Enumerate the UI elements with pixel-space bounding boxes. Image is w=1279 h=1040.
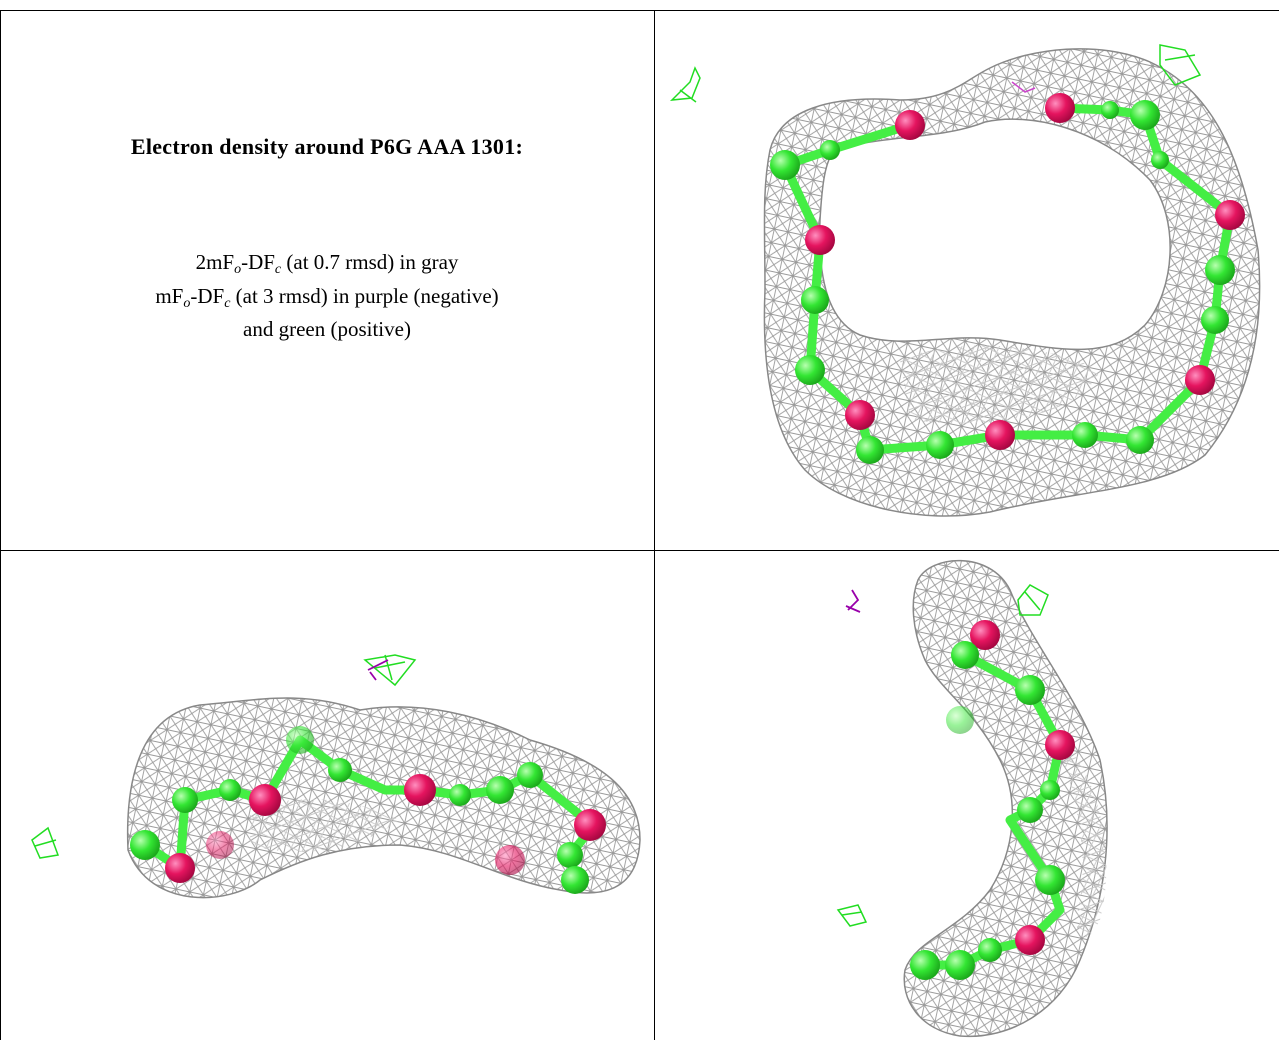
caption-cell: Electron density around P6G AAA 1301: 2m… bbox=[0, 10, 654, 550]
density-view-side bbox=[32, 655, 640, 898]
caption-title: Electron density around P6G AAA 1301: bbox=[0, 134, 654, 160]
page: {"header": {"title": "Electron density a… bbox=[0, 0, 1279, 1040]
legend-line: and green (positive) bbox=[0, 313, 654, 347]
legend-line: mFo-DFc (at 3 rmsd) in purple (negative) bbox=[0, 280, 654, 314]
legend-text: -DF bbox=[190, 284, 224, 308]
density-view-top bbox=[672, 45, 1260, 516]
legend-text: mF bbox=[155, 284, 183, 308]
legend-text: 2mF bbox=[196, 250, 235, 274]
legend-text: (at 0.7 rmsd) in gray bbox=[281, 250, 458, 274]
legend-text: -DF bbox=[241, 250, 275, 274]
legend-text: and green (positive) bbox=[243, 317, 411, 341]
legend-text: (at 3 rmsd) in purple (negative) bbox=[230, 284, 498, 308]
legend-line: 2mFo-DFc (at 0.7 rmsd) in gray bbox=[0, 246, 654, 280]
density-view-front bbox=[838, 561, 1107, 1037]
